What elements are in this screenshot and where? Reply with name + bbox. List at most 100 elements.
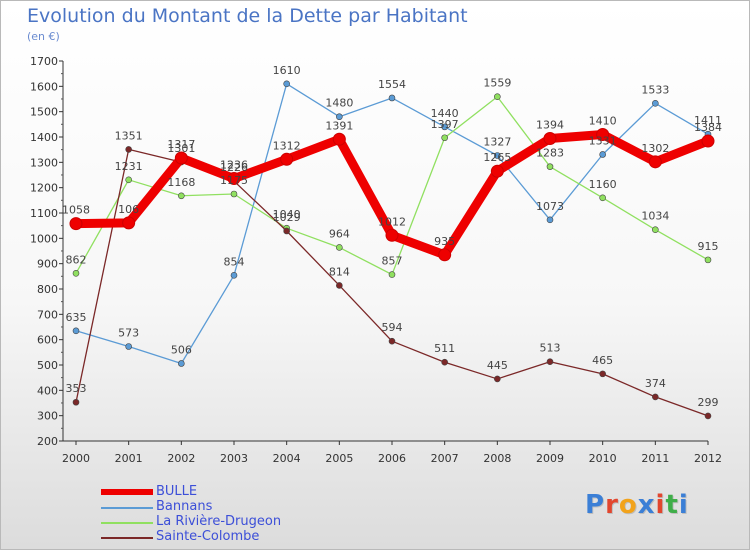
data-label-bulle: 1312 xyxy=(273,139,301,152)
data-point-bulle xyxy=(174,151,188,165)
data-point-sainte-colombe xyxy=(599,370,606,378)
data-label-sainte-colombe: 1351 xyxy=(115,129,143,142)
y-tick-label: 1400 xyxy=(30,131,58,144)
data-point-bulle xyxy=(280,152,294,166)
logo-letter: r xyxy=(605,490,619,520)
logo-letter: i xyxy=(678,490,689,520)
data-label-bannans: 635 xyxy=(66,311,87,324)
data-point-bulle xyxy=(701,134,715,148)
logo-letter: i xyxy=(655,490,666,520)
y-tick-label: 1600 xyxy=(30,80,58,93)
data-label-bannans: 1331 xyxy=(589,134,617,147)
data-label-bannans: 1554 xyxy=(378,78,406,91)
logo-letter: x xyxy=(637,490,656,520)
chart-series xyxy=(69,80,715,420)
data-label-bulle: 1394 xyxy=(536,119,564,132)
data-label-bulle: 1384 xyxy=(694,121,722,134)
data-point-bannans xyxy=(652,100,659,107)
data-point-la-riviere-drugeon xyxy=(599,194,606,202)
data-label-sainte-colombe: 465 xyxy=(592,354,613,367)
data-label-la-riviere-drugeon: 1231 xyxy=(115,160,143,173)
data-point-bannans xyxy=(125,343,132,350)
data-point-bulle xyxy=(69,217,83,231)
y-tick-label: 1300 xyxy=(30,156,58,169)
data-label-la-riviere-drugeon: 1168 xyxy=(167,176,195,189)
data-label-la-riviere-drugeon: 1160 xyxy=(589,178,617,191)
chart-subtitle: (en €) xyxy=(27,30,60,43)
data-label-bulle: 1236 xyxy=(220,159,248,172)
data-point-sainte-colombe xyxy=(441,358,448,366)
data-label-bulle: 1265 xyxy=(483,151,511,164)
logo-letter: o xyxy=(618,490,638,520)
x-tick-label: 2004 xyxy=(273,452,301,465)
y-tick-label: 600 xyxy=(37,334,58,347)
data-point-bulle xyxy=(385,228,399,242)
data-point-la-riviere-drugeon xyxy=(336,244,343,251)
data-label-bulle: 1317 xyxy=(167,138,195,151)
data-point-bulle xyxy=(648,155,662,169)
data-label-sainte-colombe: 511 xyxy=(434,342,455,355)
data-label-sainte-colombe: 299 xyxy=(698,396,719,409)
legend-label-bannans: Bannans xyxy=(156,499,213,514)
data-label-la-riviere-drugeon: 964 xyxy=(329,227,350,240)
data-point-la-riviere-drugeon xyxy=(125,176,132,184)
data-point-bannans xyxy=(599,151,606,158)
data-point-sainte-colombe xyxy=(546,358,554,366)
data-point-la-riviere-drugeon xyxy=(178,192,185,200)
x-tick-label: 2005 xyxy=(325,452,353,465)
y-tick-label: 700 xyxy=(37,308,58,321)
data-point-la-riviere-drugeon xyxy=(388,271,396,278)
data-label-sainte-colombe: 445 xyxy=(487,359,508,372)
logo-letter: t xyxy=(665,490,679,520)
data-point-sainte-colombe xyxy=(388,337,396,345)
y-tick-label: 400 xyxy=(37,384,58,397)
x-tick-label: 2000 xyxy=(62,452,90,465)
data-label-la-riviere-drugeon: 1559 xyxy=(483,77,511,90)
data-point-sainte-colombe xyxy=(336,282,343,289)
data-point-la-riviere-drugeon xyxy=(652,226,659,234)
data-label-sainte-colombe: 594 xyxy=(382,321,403,334)
data-label-bulle: 106 xyxy=(118,203,139,216)
data-point-la-riviere-drugeon xyxy=(230,190,238,198)
data-point-bannans xyxy=(230,272,238,279)
data-label-sainte-colombe: 513 xyxy=(540,342,561,355)
y-tick-label: 300 xyxy=(37,410,58,423)
x-tick-label: 2010 xyxy=(589,452,617,465)
data-label-bulle: 1391 xyxy=(325,119,353,132)
data-point-sainte-colombe xyxy=(494,375,501,383)
data-label-sainte-colombe: 1301 xyxy=(167,142,195,155)
data-label-la-riviere-drugeon: 1034 xyxy=(641,210,669,223)
data-point-la-riviere-drugeon xyxy=(494,93,501,101)
data-label-sainte-colombe: 374 xyxy=(645,377,666,390)
data-label-bannans: 1480 xyxy=(325,97,353,110)
data-point-bulle xyxy=(227,172,241,186)
data-point-bulle xyxy=(596,127,610,141)
data-label-bulle: 1302 xyxy=(641,142,669,155)
data-label-bannans: 854 xyxy=(224,255,245,268)
x-tick-label: 2011 xyxy=(641,452,669,465)
data-label-bannans: 1327 xyxy=(483,135,511,148)
data-label-sainte-colombe: 1226 xyxy=(220,161,248,174)
y-tick-label: 500 xyxy=(37,359,58,372)
data-point-bannans xyxy=(388,94,396,102)
y-tick-label: 1500 xyxy=(30,106,58,119)
legend-item-sainte-colombe: Sainte-Colombe xyxy=(101,529,401,545)
y-tick-label: 1200 xyxy=(30,182,58,195)
data-label-bannans: 1610 xyxy=(273,64,301,77)
data-point-bulle xyxy=(438,248,452,262)
chart-axes: 200 300 400 500 600 700 800 900 1000 1100 1200 1300… xyxy=(30,55,722,465)
legend-label-la-riviere-drugeon: La Rivière-Drugeon xyxy=(156,514,282,529)
data-label-la-riviere-drugeon: 1397 xyxy=(431,118,459,131)
data-label-la-riviere-drugeon: 1283 xyxy=(536,147,564,160)
chart-legend: BULLE Bannans La Rivière-Drugeon Sainte-… xyxy=(101,484,401,545)
data-label-la-riviere-drugeon: 915 xyxy=(698,240,719,253)
data-point-sainte-colombe xyxy=(72,398,80,406)
data-point-bulle xyxy=(543,132,557,146)
data-point-bannans xyxy=(283,80,290,88)
data-point-bannans xyxy=(178,360,185,367)
legend-swatch-la-riviere-drugeon xyxy=(101,522,153,524)
data-label-bannans: 1411 xyxy=(694,114,722,127)
x-tick-label: 2002 xyxy=(167,452,195,465)
data-label-sainte-colombe: 1029 xyxy=(273,211,301,224)
data-label-bannans: 1073 xyxy=(536,200,564,213)
